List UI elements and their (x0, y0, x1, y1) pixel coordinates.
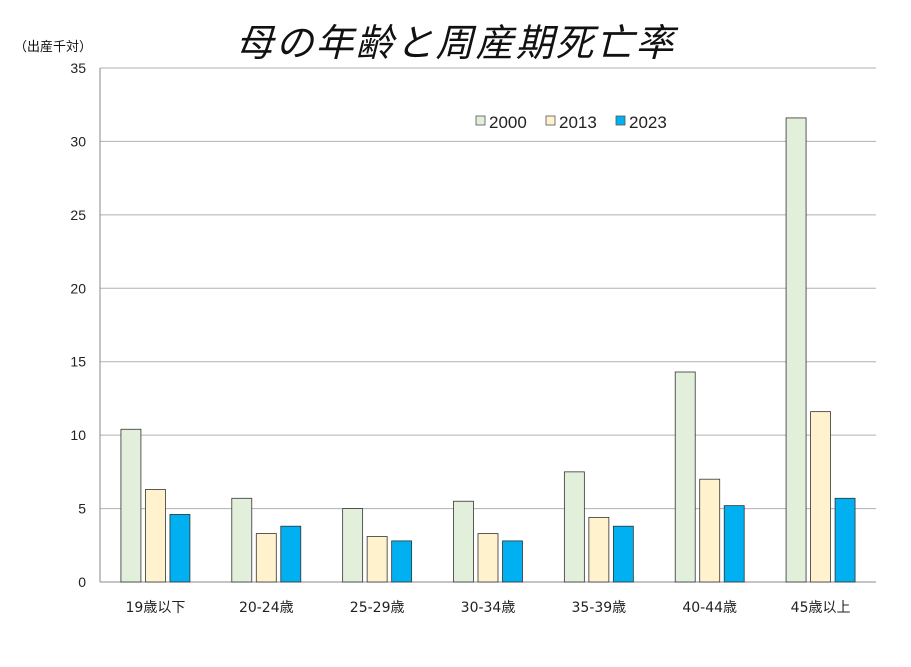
x-tick-label: 19歳以下 (126, 600, 186, 616)
bar-2000 (674, 371, 696, 583)
y-tick-label: 0 (78, 574, 86, 590)
bar-2013 (477, 533, 499, 583)
bar-2013 (366, 536, 388, 583)
y-tick-label: 10 (70, 427, 86, 443)
y-axis-unit-label: （出産千対） (14, 40, 93, 55)
bar-2000 (342, 508, 364, 583)
bar-2023 (391, 540, 413, 583)
y-tick-label: 20 (70, 280, 86, 296)
x-tick-label: 30-34歳 (461, 600, 516, 616)
bar-2023 (723, 505, 745, 583)
y-tick-label: 25 (70, 207, 86, 223)
x-tick-label: 40-44歳 (682, 600, 737, 616)
bar-2013 (255, 533, 277, 583)
bar-2013 (145, 489, 166, 583)
legend-swatch-2013 (545, 115, 556, 126)
bar-2013 (588, 516, 610, 583)
x-tick-label: 45歳以上 (791, 600, 851, 616)
legend-swatch-2000 (475, 115, 486, 126)
legend-swatch-2023 (615, 115, 626, 126)
bar-2023 (834, 497, 856, 583)
x-tick-label: 35-39歳 (572, 600, 627, 616)
bar-2000 (120, 428, 142, 583)
bar-2000 (231, 497, 253, 583)
legend-label: 2023 (629, 113, 667, 132)
bar-2013 (699, 478, 721, 583)
x-tick-label: 25-29歳 (350, 600, 405, 616)
legend-label: 2013 (559, 113, 597, 132)
y-tick-label: 30 (70, 133, 86, 149)
y-tick-label: 15 (70, 354, 86, 370)
bar-2023 (169, 514, 191, 583)
bar-2013 (810, 411, 831, 583)
bar-2023 (502, 540, 523, 583)
chart-title: 母の年齢と周産期死亡率 (235, 21, 676, 65)
bar-2023 (280, 525, 302, 583)
legend-label: 2000 (489, 113, 527, 132)
bar-2000 (785, 117, 807, 583)
y-tick-label: 5 (78, 501, 86, 517)
bar-2023 (612, 525, 634, 583)
y-tick-label: 35 (70, 60, 86, 76)
bar-2000 (563, 471, 585, 583)
bar-2000 (453, 500, 474, 583)
x-tick-label: 20-24歳 (239, 600, 294, 616)
